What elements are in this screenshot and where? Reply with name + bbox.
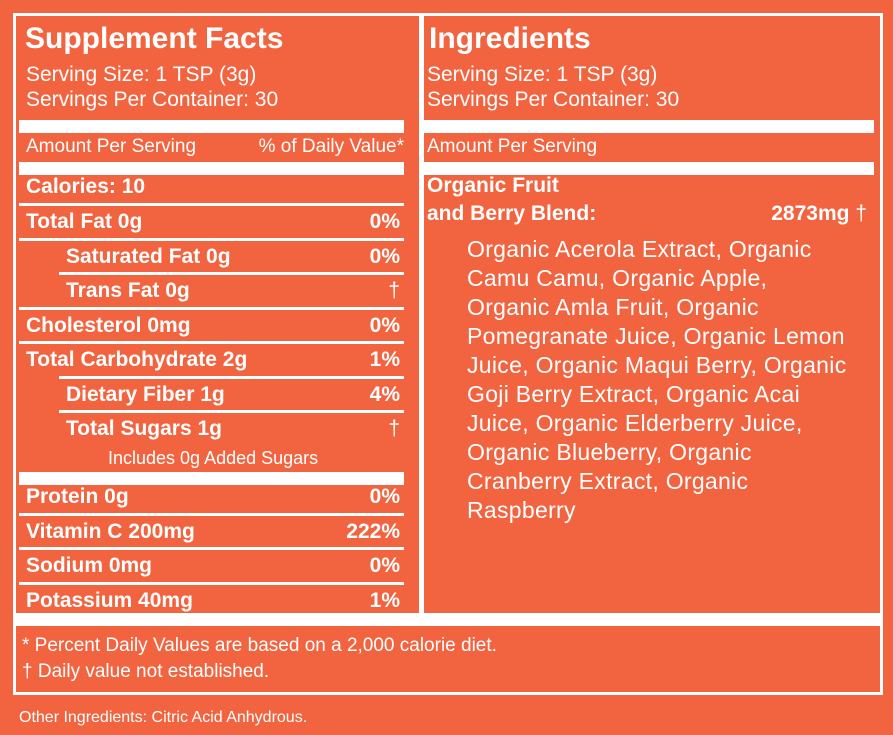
added-sugars-note: Includes 0g Added Sugars (108, 448, 319, 468)
nutrient-daily-value: 222% (346, 520, 400, 543)
nutrient-label: Total Fat 0g (26, 210, 143, 233)
thick-divider (19, 472, 404, 485)
row-divider (19, 238, 404, 241)
nutrient-row: Protein 0g 0% (26, 480, 400, 514)
dagger-footnote: † Daily value not established. (22, 661, 270, 682)
column-divider (419, 16, 424, 613)
row-divider (19, 307, 404, 310)
nutrient-daily-value: 0% (369, 554, 400, 577)
servings-per-container: Servings Per Container: 30 (26, 88, 279, 111)
nutrient-row: Cholesterol 0mg 0% (26, 309, 400, 343)
row-divider (19, 513, 404, 516)
nutrient-daily-value: † (388, 279, 400, 302)
nutrient-label: Total Carbohydrate 2g (26, 348, 248, 371)
nutrient-label: Trans Fat 0g (66, 279, 190, 302)
row-divider (19, 547, 404, 550)
thick-divider (19, 120, 404, 133)
nutrient-label: Sodium 0mg (26, 554, 153, 577)
nutrient-daily-value: 4% (369, 383, 400, 406)
percent-daily-value-footnote: * Percent Daily Values are based on a 2,… (22, 635, 497, 656)
servings-per-container: Servings Per Container: 30 (427, 88, 680, 111)
nutrient-row: Saturated Fat 0g 0% (66, 240, 400, 274)
daily-value-header: % of Daily Value* (258, 136, 404, 157)
nutrient-label: Vitamin C 200mg (26, 520, 195, 543)
nutrient-row: Trans Fat 0g † (66, 274, 400, 308)
nutrient-label: Cholesterol 0mg (26, 314, 191, 337)
nutrient-label: Protein 0g (26, 485, 129, 508)
nutrient-label: Total Sugars 1g (66, 417, 222, 440)
nutrient-daily-value: 0% (369, 314, 400, 337)
nutrient-daily-value: 0% (369, 245, 400, 268)
row-divider (59, 272, 404, 275)
nutrient-daily-value: 0% (369, 485, 400, 508)
nutrient-daily-value: 1% (369, 589, 400, 612)
nutrient-row: Dietary Fiber 1g 4% (66, 378, 400, 412)
blend-amount: 2873mg † (771, 202, 867, 226)
calories-row: Calories: 10 (26, 170, 400, 204)
amount-per-serving-header: Amount Per Serving (427, 136, 598, 157)
footer-divider (16, 613, 880, 626)
blend-amount-value: 2873mg (771, 202, 850, 225)
thick-divider (424, 162, 874, 175)
nutrient-row: Potassium 40mg 1% (26, 584, 400, 618)
nutrient-row: Total Sugars 1g † (66, 412, 400, 446)
blend-title-line2: and Berry Blend: (427, 202, 597, 225)
nutrient-daily-value: † (388, 417, 400, 440)
nutrient-row: Vitamin C 200mg 222% (26, 515, 400, 549)
blend-dagger: † (855, 202, 867, 225)
nutrient-daily-value: 0% (369, 210, 400, 233)
row-divider (59, 410, 404, 413)
row-divider (59, 376, 404, 379)
calories-label: Calories: 10 (26, 175, 146, 198)
ingredients-title: Ingredients (429, 22, 591, 55)
other-ingredients: Other Ingredients: Citric Acid Anhydrous… (19, 709, 308, 726)
serving-size: Serving Size: 1 TSP (3g) (427, 63, 658, 86)
supplement-facts-title: Supplement Facts (25, 22, 284, 55)
nutrient-row: Total Fat 0g 0% (26, 205, 400, 239)
thick-divider (19, 162, 404, 175)
thick-divider (424, 120, 874, 133)
blend-title-line1: Organic Fruit (427, 174, 559, 197)
blend-ingredient-list: Organic Acerola Extract, Organic Camu Ca… (467, 236, 847, 523)
amount-per-serving-header: Amount Per Serving (26, 136, 197, 157)
serving-size: Serving Size: 1 TSP (3g) (26, 63, 257, 86)
row-divider (19, 582, 404, 585)
nutrient-row: Total Carbohydrate 2g 1% (26, 343, 400, 377)
label-frame: Supplement Facts Serving Size: 1 TSP (3g… (13, 13, 883, 695)
nutrient-label: Potassium 40mg (26, 589, 193, 612)
nutrient-label: Saturated Fat 0g (66, 245, 231, 268)
nutrient-label: Dietary Fiber 1g (66, 383, 225, 406)
row-divider (19, 203, 404, 206)
nutrient-row: Sodium 0mg 0% (26, 549, 400, 583)
nutrient-daily-value: 1% (369, 348, 400, 371)
row-divider (19, 341, 404, 344)
